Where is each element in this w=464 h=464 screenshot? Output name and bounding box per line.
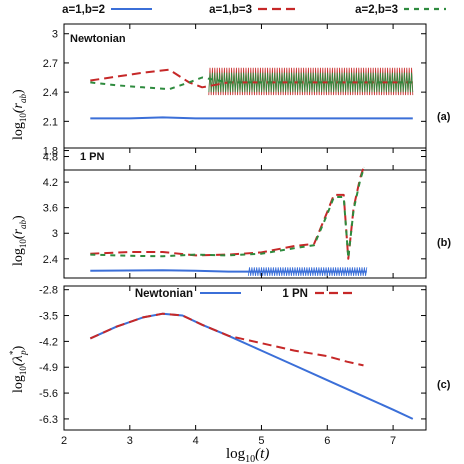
x-tick-label: 3 (127, 435, 133, 447)
y-tick-label: -4.2 (39, 336, 58, 348)
y-tick-label: -6.3 (39, 414, 58, 426)
ylabel-a-argsub: ab (18, 93, 28, 103)
chart-marks: 3 2.7 2.4 2.1 1.84.8 4.2 3.6 3 2.4 -2.8 -3.5 -4.2 -4… (39, 24, 426, 447)
ylabel-a-sub: 10 (18, 113, 28, 123)
ylabel-c-sub: 10 (18, 366, 28, 376)
ylabel-a-main: log (11, 122, 26, 140)
xlabel-main: log (226, 446, 246, 462)
series-line (89, 312, 414, 420)
x-tick-label: 7 (390, 435, 396, 447)
panel-a-label: Newtonian (70, 33, 126, 45)
y-tick-label: 3 (52, 29, 58, 41)
y-tick-label: 4.8 (43, 152, 58, 164)
ylabel-b-close: ) (11, 215, 26, 220)
y-tick-label: -5.6 (39, 388, 58, 400)
panel-b-label: 1 PN (80, 151, 105, 163)
ylabel-c-argsub: p (18, 350, 28, 356)
series-line (90, 166, 366, 259)
ylabel-a-close: ) (11, 89, 26, 94)
ylabel-b-sub: 10 (18, 239, 28, 249)
ylabel-a-arg: (r (11, 102, 26, 113)
panel-c-legend: Newtonian 1 PN (135, 288, 356, 300)
y-tick-label: 1.8 (43, 146, 58, 158)
y-tick-label: 2.7 (43, 58, 58, 70)
xlabel-sub: 10 (245, 454, 255, 464)
series-oscillation-band (208, 72, 414, 93)
panel-b-frame (63, 147, 427, 279)
legend-label-a1b3: a=1,b=3 (209, 4, 252, 16)
panel-a-tag: (a) (437, 111, 451, 123)
ylabel-b-main: log (11, 248, 26, 266)
panel-a-frame (63, 23, 427, 171)
panel-a-ylabel: log10(rab) (11, 89, 28, 140)
series-line (90, 116, 413, 120)
y-tick-label: -2.8 (39, 285, 58, 297)
legend-label-a2b3: a=2,b=3 (355, 4, 398, 16)
ylabel-b-argsub: ab (18, 219, 28, 229)
y-tick-label: -4.9 (39, 362, 58, 374)
top-legend: a=1,b=2 a=1,b=3 a=2,b=3 (62, 4, 446, 16)
x-tick-label: 4 (193, 435, 199, 447)
panel-c-ylabel: log10(λ*p) (8, 345, 28, 393)
ylabel-b-arg: (r (11, 228, 26, 239)
panel-b-ylabel: log10(rab) (11, 215, 28, 266)
series-line (89, 312, 364, 367)
panel-c-frame (63, 285, 427, 431)
panel-c-tag: (c) (437, 379, 451, 391)
legend-label-1pn: 1 PN (282, 288, 308, 300)
x-tick-label: 2 (61, 435, 67, 447)
xlabel-arg: (t) (255, 446, 269, 462)
x-tick-label: 5 (258, 435, 264, 447)
y-tick-label: 3.6 (43, 203, 58, 215)
x-axis-label: log10(t) (226, 446, 269, 464)
y-tick-label: 2.1 (43, 116, 58, 128)
series-line (90, 269, 367, 273)
series-line (90, 165, 366, 260)
ylabel-c-argsup: * (8, 350, 18, 355)
legend-label-a1b2: a=1,b=2 (62, 4, 105, 16)
ylabel-c-arg: (λ (11, 355, 26, 366)
legend-label-newtonian: Newtonian (135, 288, 193, 300)
ylabel-c-close: ) (11, 345, 26, 350)
y-tick-label: 3 (52, 228, 58, 240)
ylabel-c-main: log (11, 375, 26, 393)
panel-b-tag: (b) (437, 237, 451, 249)
y-tick-label: -3.5 (39, 311, 58, 323)
y-tick-label: 4.2 (43, 177, 58, 189)
y-tick-label: 2.4 (43, 87, 58, 99)
y-tick-label: 2.4 (43, 254, 58, 266)
x-tick-label: 6 (324, 435, 330, 447)
